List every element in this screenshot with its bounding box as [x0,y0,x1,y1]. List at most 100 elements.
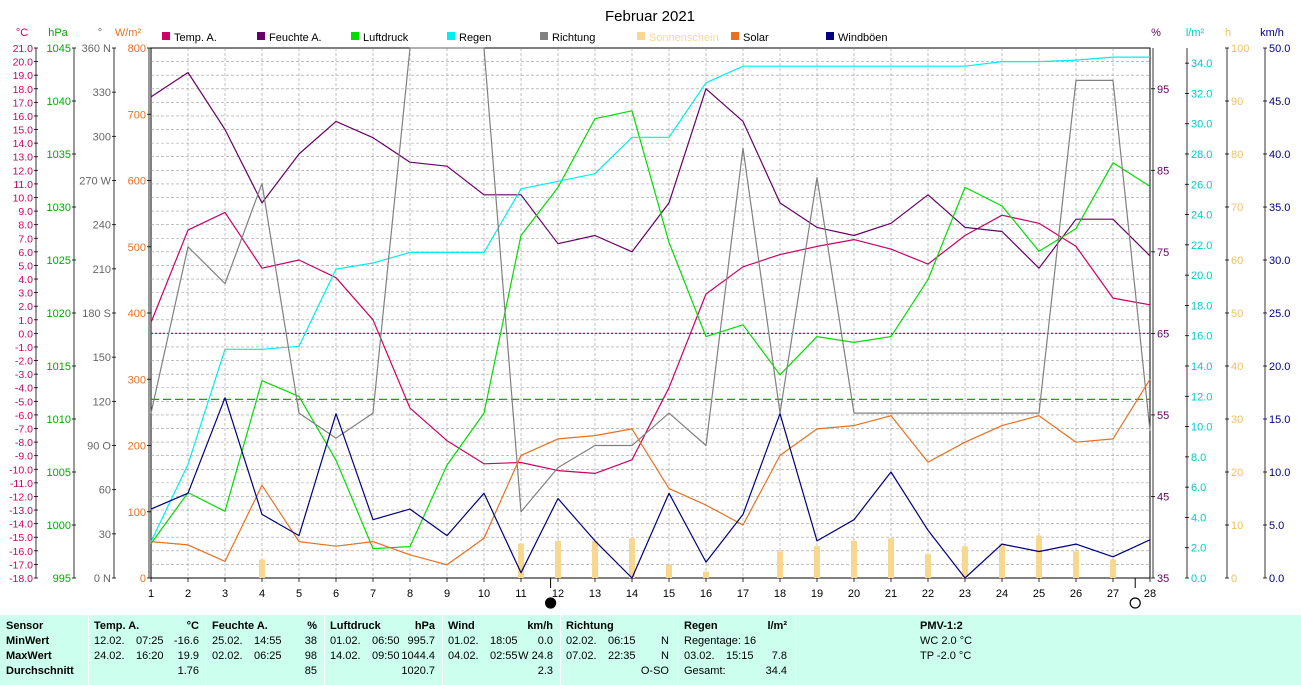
tick-label-press: 1005 [47,467,71,479]
tick-label-sun: 70 [1231,202,1243,214]
stats-pressure: Luftdruck hPa 01.02. 06:50 995.7 14.02. … [330,619,438,683]
sunshine-bar [999,543,1005,578]
stats-humidity: Feuchte A. % 25.02. 14:55 38 02.02. 06:2… [212,619,320,683]
chart-title: Februar 2021 [605,8,695,25]
x-tick-label: 8 [407,588,413,600]
tick-label-sun: 20 [1231,467,1243,479]
tick-label-rain: 16.0 [1191,331,1212,343]
pmv-tp: TP -2.0 °C [920,650,972,662]
tick-label-dir: 330 [93,87,111,99]
tick-label-sun: 90 [1231,96,1243,108]
tick-label-temp: -4.0 [15,383,33,395]
tick-label-sun: 0 [1231,573,1237,585]
tick-label-temp: 14.0 [13,138,34,150]
tick-label-temp: -14.0 [9,519,33,531]
x-tick-label: 18 [774,588,786,600]
tick-label-press: 1035 [47,149,71,161]
tick-label-temp: -1.0 [15,342,33,354]
rain-days: Regentage: 16 [684,635,757,647]
tick-label-dir: 210 [93,264,111,276]
legend-label-sun: Sonnenschein [649,32,719,44]
dir-max-date: 07.02. [566,650,597,662]
tick-label-temp: 10.0 [13,192,34,204]
sunshine-bar [1110,559,1116,578]
series-line-temp [150,211,1151,474]
x-tick-label: 4 [259,588,265,600]
axis-headers: °C hPa ° W/m²% l/m² h km/h [16,27,1284,39]
wind-max-date: 04.02. [448,650,479,662]
tick-label-temp: -6.0 [15,410,33,422]
hum-max-date: 02.02. [212,650,243,662]
hum-max-time: 06:25 [254,650,282,662]
tick-label-solar: 700 [128,109,146,121]
tick-label-rain: 12.0 [1191,391,1212,403]
full-moon-icon [1129,597,1141,609]
dir-title: Richtung [566,620,614,632]
tick-label-temp: 21.0 [13,43,34,55]
legend-swatch-hum [257,32,265,40]
tick-label-rain: 20.0 [1191,270,1212,282]
tick-label-sun: 30 [1231,414,1243,426]
x-tick-label: 28 [1144,588,1156,600]
tick-label-rain: 6.0 [1191,482,1206,494]
tick-label-temp: -5.0 [15,396,33,408]
temp-unit: °C [186,620,199,632]
tick-label-wind: 45.0 [1269,96,1290,108]
tick-label-temp: -16.0 [9,546,33,558]
sunshine-bar [962,546,968,578]
wind-title: Wind [448,620,475,632]
tick-label-wind: 30.0 [1269,255,1290,267]
tick-label-dir: 300 [93,131,111,143]
tick-label-press: 1025 [47,255,71,267]
tick-label-sun: 100 [1231,43,1249,55]
legend: Temp. A. Feuchte A. Luftdruck Regen Richtung… [162,32,888,44]
tick-label-press: 995 [53,573,71,585]
press-title: Luftdruck [330,620,381,632]
tick-label-dir: 150 [93,352,111,364]
tick-label-rain: 34.0 [1191,58,1212,70]
temp-title: Temp. A. [94,620,140,632]
label-avg: Durchschnitt [6,665,74,677]
label-min: MinWert [6,635,50,647]
x-tick-label: 15 [663,588,675,600]
tick-label-wind: 15.0 [1269,414,1290,426]
tick-label-temp: 6.0 [18,247,33,259]
tick-label-rain: 2.0 [1191,543,1206,555]
tick-label-temp: -3.0 [15,369,33,381]
tick-label-temp: 15.0 [13,125,34,137]
tick-label-temp: -9.0 [15,451,33,463]
x-tick-label: 5 [296,588,302,600]
statistics-panel: Sensor MinWert MaxWert Durchschnitt Temp… [0,615,1301,685]
legend-label-wind: Windböen [838,32,888,44]
x-tick-label: 6 [333,588,339,600]
stats-direction: Richtung 02.02. 06:15 N 07.02. 22:35 N O… [566,619,672,683]
tick-label-temp: 18.0 [13,84,34,96]
tick-label-dir: 180 S [82,308,111,320]
press-min-date: 01.02. [330,635,361,647]
sunshine-bar [925,554,931,578]
moon-markers [544,578,1141,609]
sunshine-bars [259,535,1116,578]
label-max: MaxWert [6,650,52,662]
tick-label-wind: 10.0 [1269,467,1290,479]
tick-label-wind: 50.0 [1269,43,1290,55]
tick-label-dir: 30 [99,529,111,541]
temp-max-time: 16:20 [136,650,164,662]
tick-label-wind: 5.0 [1269,520,1284,532]
sunshine-bar [592,540,598,578]
tick-label-dir: 120 [93,396,111,408]
tick-label-temp: 11.0 [13,179,33,191]
tick-label-rain: 14.0 [1191,361,1212,373]
tick-label-sun: 40 [1231,361,1243,373]
tick-label-rain: 8.0 [1191,452,1206,464]
sunshine-bar [518,543,524,578]
stats-wind: Wind km/h 01.02. 18:05 0.0 04.02. 02:55 … [448,619,556,683]
stats-pmv: PMV-1:2 WC 2.0 °C TP -2.0 °C [880,619,1010,683]
x-tick-label: 12 [552,588,564,600]
series-line-solar [150,378,1151,566]
wind-min-time: 18:05 [490,635,518,647]
x-tick-label: 13 [589,588,601,600]
dir-min-time: 06:15 [608,635,636,647]
sunshine-bar [1036,535,1042,578]
hum-title: Feuchte A. [212,620,268,632]
